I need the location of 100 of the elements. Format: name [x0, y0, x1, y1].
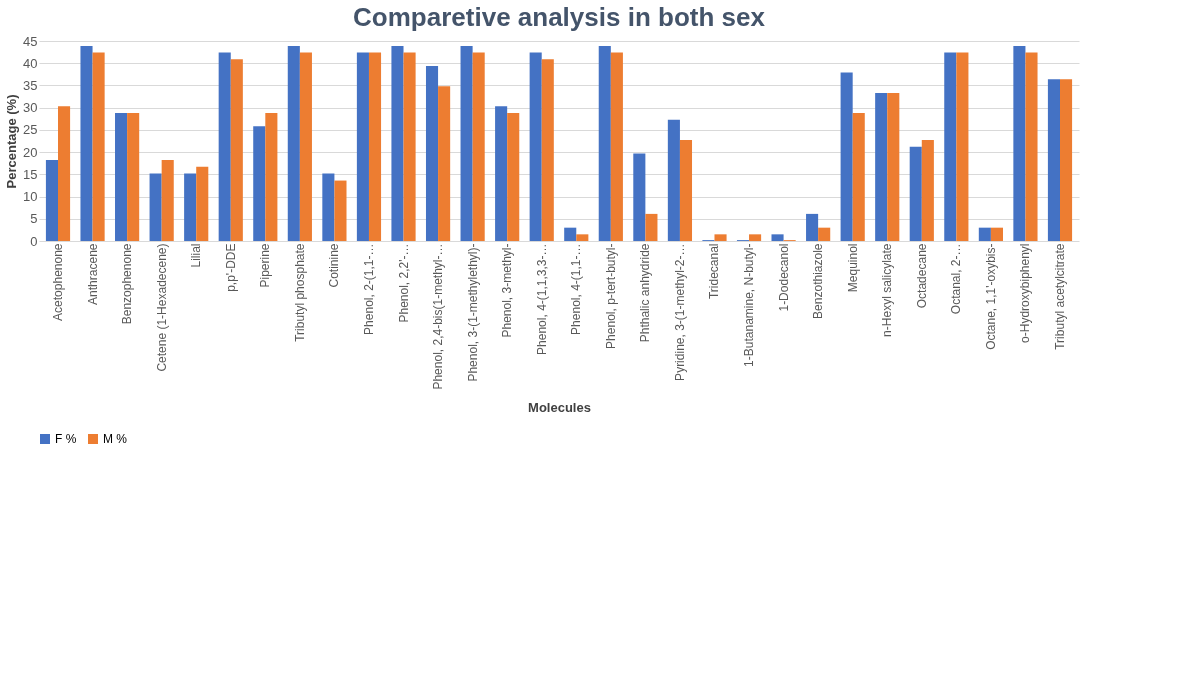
bar	[771, 234, 784, 241]
x-tick-label: Mequinol	[845, 243, 860, 293]
bar	[978, 227, 991, 241]
bar	[80, 45, 93, 241]
bar	[230, 59, 243, 241]
bar	[472, 52, 485, 241]
x-tick-label: Pyridine, 3-(1-methyl-2-…	[672, 243, 687, 381]
bar	[806, 213, 819, 241]
bar	[460, 45, 473, 241]
bar	[1013, 45, 1026, 241]
bar	[990, 227, 1003, 241]
y-tick-label: 35	[23, 77, 38, 93]
bar	[391, 45, 404, 241]
chart-title: Comparetive analysis in both sex	[353, 2, 766, 32]
bar	[58, 106, 71, 241]
x-tick-label: Phenol, 2-(1,1-…	[361, 243, 376, 335]
bar	[529, 52, 542, 241]
y-tick-label: 5	[30, 211, 38, 227]
bar	[403, 52, 416, 241]
y-tick-label: 15	[23, 166, 38, 182]
bar	[334, 180, 347, 241]
y-tick-label: 25	[23, 122, 38, 138]
x-tick-label: Tributyl phosphate	[292, 243, 307, 342]
y-tick-label: 20	[23, 144, 38, 160]
x-tick-label: Tridecanal	[707, 243, 722, 300]
bar	[161, 160, 174, 241]
bar	[840, 72, 853, 241]
bar	[507, 113, 520, 241]
x-tick-label: Lilial	[189, 243, 204, 268]
bar	[425, 65, 439, 241]
bar	[287, 45, 300, 241]
x-tick-label: n-Hexyl salicylate	[880, 243, 895, 337]
bar	[645, 213, 658, 241]
bar	[679, 140, 693, 241]
x-tick-label: 1-Dodecanol	[776, 243, 791, 312]
x-tick-label: Anthracene	[85, 243, 100, 305]
bar	[944, 52, 957, 241]
bar	[438, 86, 451, 241]
bar	[299, 52, 312, 241]
bar	[921, 140, 934, 241]
bar	[818, 227, 831, 241]
x-tick-label: Phenol, 3-methyl-	[500, 243, 515, 338]
x-tick-label: o-Hydroxybiphenyl	[1018, 243, 1033, 343]
bar	[115, 113, 128, 241]
x-tick-label: Benzothiazole	[811, 243, 826, 319]
bar	[368, 52, 382, 241]
x-tick-label: Octane, 1,1'-oxybis-	[983, 243, 998, 350]
bar	[196, 166, 209, 241]
bar	[598, 45, 611, 241]
bar	[667, 119, 680, 241]
bar	[576, 234, 589, 241]
legend-label: M %	[103, 432, 128, 446]
bar	[956, 52, 969, 241]
bar	[875, 93, 888, 241]
bar	[45, 160, 58, 241]
bar	[1047, 79, 1060, 241]
x-tick-label: Benzophenone	[120, 243, 135, 325]
bar	[184, 173, 197, 241]
bar	[92, 52, 105, 241]
y-tick-label: 40	[23, 55, 38, 71]
x-tick-label: Phenol, 4-(1,1-…	[569, 243, 584, 335]
bar	[495, 106, 508, 241]
x-tick-label: Phenol, 3-(1-methylethyl)-	[465, 243, 480, 382]
x-tick-label: Phenol, p-tert-butyl-	[603, 243, 618, 349]
x-tick-label: Tributyl acetylcitrate	[1053, 243, 1067, 350]
y-tick-label: 0	[30, 233, 38, 249]
x-tick-label: Phenol, 2,2'-…	[396, 243, 411, 323]
bar	[253, 126, 266, 241]
x-tick-label: Phenol, 4-(1,1,3,3-…	[534, 243, 549, 355]
x-tick-label: Octanal, 2-…	[949, 243, 964, 315]
bar	[749, 234, 762, 241]
bar	[1025, 52, 1038, 241]
bar	[633, 153, 646, 241]
x-axis-title: Molecules	[528, 399, 591, 415]
bar	[610, 52, 623, 241]
bar	[1060, 79, 1073, 241]
bar	[887, 93, 900, 241]
bar	[714, 234, 727, 241]
x-tick-label: Phenol, 2,4-bis(1-methyl-…	[431, 243, 446, 390]
bar	[852, 113, 865, 241]
bar	[564, 227, 577, 241]
x-tick-label: Cetene (1-Hexadecene)	[154, 243, 169, 372]
y-tick-label: 10	[23, 189, 38, 205]
bar	[541, 59, 554, 241]
bar	[265, 113, 278, 241]
bar	[322, 173, 335, 241]
bar	[218, 52, 231, 241]
bar	[909, 146, 922, 241]
x-tick-label: Acetophenone	[51, 243, 65, 321]
x-tick-label: Piperine	[258, 243, 273, 288]
bar	[356, 52, 369, 241]
y-tick-label: 45	[23, 33, 38, 49]
x-tick-label: Cotinine	[327, 243, 342, 288]
legend-label: F %	[55, 432, 77, 446]
x-tick-label: 1-Butanamine, N-butyl-	[742, 243, 757, 367]
bar	[127, 113, 140, 241]
y-tick-label: 30	[23, 100, 38, 116]
bar	[149, 173, 162, 241]
x-tick-label: p,p'-DDE	[223, 243, 238, 292]
y-axis-title: Percentage (%)	[4, 94, 20, 189]
